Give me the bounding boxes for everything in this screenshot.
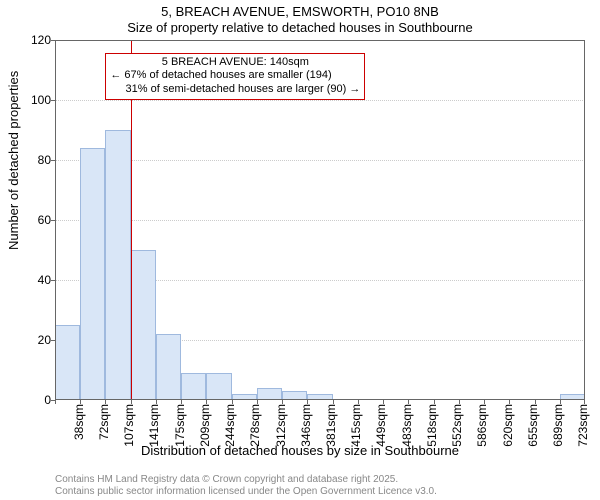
xtick-label: 689sqm xyxy=(551,404,565,447)
xtick-mark xyxy=(232,400,233,404)
xtick-mark xyxy=(560,400,561,404)
xtick-label: 209sqm xyxy=(198,404,212,447)
xtick-label: 346sqm xyxy=(299,404,313,447)
xtick-label: 449sqm xyxy=(374,404,388,447)
xtick-mark xyxy=(535,400,536,404)
xtick-mark xyxy=(434,400,435,404)
xtick-mark xyxy=(80,400,81,404)
ytick-label: 80 xyxy=(38,153,51,167)
xtick-label: 107sqm xyxy=(122,404,136,447)
xtick-label: 312sqm xyxy=(274,404,288,447)
xtick-mark xyxy=(383,400,384,404)
xtick-mark xyxy=(509,400,510,404)
xtick-label: 278sqm xyxy=(248,404,262,447)
xtick-mark xyxy=(105,400,106,404)
xtick-label: 620sqm xyxy=(501,404,515,447)
xtick-label: 175sqm xyxy=(173,404,187,447)
xtick-label: 244sqm xyxy=(223,404,237,447)
xtick-label: 586sqm xyxy=(475,404,489,447)
xtick-label: 381sqm xyxy=(324,404,338,447)
xtick-mark xyxy=(307,400,308,404)
xtick-label: 38sqm xyxy=(72,404,86,440)
xtick-label: 483sqm xyxy=(400,404,414,447)
xtick-mark xyxy=(181,400,182,404)
xtick-label: 141sqm xyxy=(147,404,161,447)
xtick-mark xyxy=(282,400,283,404)
xtick-label: 552sqm xyxy=(450,404,464,447)
attribution-line1: Contains HM Land Registry data © Crown c… xyxy=(55,474,398,486)
xtick-label: 655sqm xyxy=(526,404,540,447)
y-axis-label: Number of detached properties xyxy=(6,71,21,250)
annotation-line1: ← 67% of detached houses are smaller (19… xyxy=(110,69,360,83)
xtick-mark xyxy=(459,400,460,404)
xtick-mark xyxy=(333,400,334,404)
xtick-mark xyxy=(408,400,409,404)
xtick-mark xyxy=(584,400,585,404)
ytick-mark xyxy=(51,400,55,401)
ytick-label: 60 xyxy=(38,213,51,227)
chart-subtitle: Size of property relative to detached ho… xyxy=(0,20,600,35)
annotation-title: 5 BREACH AVENUE: 140sqm xyxy=(110,56,360,70)
ytick-label: 20 xyxy=(38,333,51,347)
ytick-mark xyxy=(51,160,55,161)
x-axis-label: Distribution of detached houses by size … xyxy=(0,443,600,458)
xtick-mark xyxy=(358,400,359,404)
xtick-label: 723sqm xyxy=(576,404,590,447)
xtick-mark xyxy=(131,400,132,404)
annotation-box: 5 BREACH AVENUE: 140sqm ← 67% of detache… xyxy=(105,53,365,100)
xtick-mark xyxy=(55,400,56,404)
ytick-label: 40 xyxy=(38,273,51,287)
chart-title: 5, BREACH AVENUE, EMSWORTH, PO10 8NB xyxy=(0,4,600,19)
attribution-line2: Contains public sector information licen… xyxy=(55,486,437,498)
ytick-mark xyxy=(51,340,55,341)
annotation-line2: 31% of semi-detached houses are larger (… xyxy=(110,83,360,97)
plot-area: 5 BREACH AVENUE: 140sqm ← 67% of detache… xyxy=(55,40,585,400)
xtick-label: 72sqm xyxy=(97,404,111,440)
chart-container: 5, BREACH AVENUE, EMSWORTH, PO10 8NB Siz… xyxy=(0,0,600,500)
ytick-mark xyxy=(51,220,55,221)
ytick-label: 0 xyxy=(44,393,51,407)
ytick-mark xyxy=(51,40,55,41)
xtick-mark xyxy=(206,400,207,404)
ytick-mark xyxy=(51,280,55,281)
xtick-mark xyxy=(257,400,258,404)
xtick-mark xyxy=(484,400,485,404)
ytick-label: 100 xyxy=(31,93,51,107)
ytick-label: 120 xyxy=(31,33,51,47)
xtick-mark xyxy=(156,400,157,404)
ytick-mark xyxy=(51,100,55,101)
xtick-label: 518sqm xyxy=(425,404,439,447)
xtick-label: 415sqm xyxy=(349,404,363,447)
